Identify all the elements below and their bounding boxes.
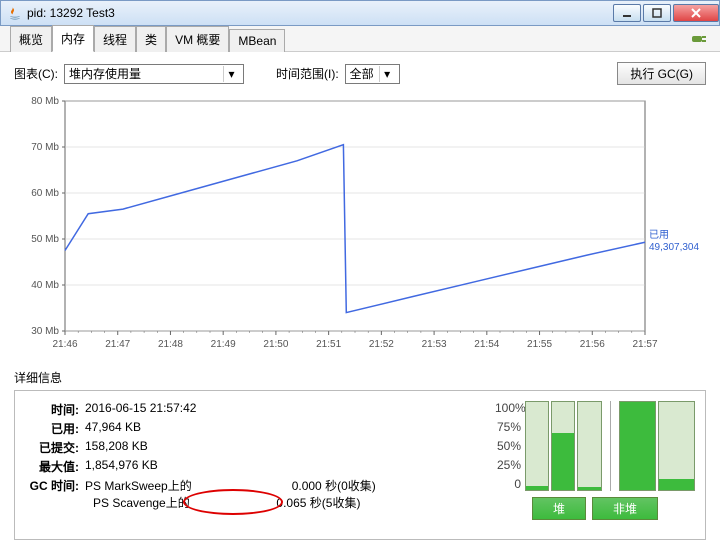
- gc-marksweep-name: PS MarkSweep上的: [85, 477, 192, 494]
- svg-text:21:48: 21:48: [158, 339, 183, 350]
- chevron-down-icon: ▾: [223, 66, 239, 82]
- svg-text:21:52: 21:52: [369, 339, 394, 350]
- time-combo-value: 全部: [350, 65, 374, 82]
- mini-bars: [525, 401, 695, 491]
- controls-row: 图表(C): 堆内存使用量 ▾ 时间范围(I): 全部 ▾ 执行 GC(G): [14, 62, 706, 85]
- time-label: 时间:: [25, 401, 85, 418]
- svg-text:80 Mb: 80 Mb: [31, 96, 59, 107]
- max-label: 最大值:: [25, 458, 85, 475]
- svg-text:21:46: 21:46: [52, 339, 77, 350]
- mini-bar[interactable]: [619, 401, 656, 491]
- mini-bar[interactable]: [551, 401, 575, 491]
- svg-text:21:47: 21:47: [105, 339, 130, 350]
- svg-text:21:57: 21:57: [632, 339, 657, 350]
- details-right: 100% 75% 50% 25% 0 堆 非堆: [495, 401, 695, 529]
- mini-y-tick: 75%: [495, 420, 521, 434]
- window-controls: [613, 4, 719, 22]
- plug-icon: [690, 32, 710, 46]
- svg-text:60 Mb: 60 Mb: [31, 188, 59, 199]
- time-value: 2016-06-15 21:57:42: [85, 401, 196, 418]
- gc-scavenge-value: 0.065 秒(5收集): [276, 496, 360, 510]
- max-value: 1,854,976 KB: [85, 458, 158, 475]
- tabs-bar: 概览 内存 线程 类 VM 概要 MBean: [0, 26, 720, 52]
- time-combo[interactable]: 全部 ▾: [345, 64, 400, 84]
- gc-scavenge-row: PS Scavenge上的 0.065 秒(5收集): [93, 494, 485, 511]
- svg-text:70 Mb: 70 Mb: [31, 142, 59, 153]
- mini-y-tick: 25%: [495, 458, 521, 472]
- time-label: 时间范围(I):: [276, 65, 339, 82]
- committed-label: 已提交:: [25, 439, 85, 456]
- mini-bar[interactable]: [525, 401, 549, 491]
- gc-label: GC 时间:: [25, 477, 85, 494]
- details-title: 详细信息: [14, 369, 706, 386]
- mini-bar[interactable]: [658, 401, 695, 491]
- mini-y-tick: 50%: [495, 439, 521, 453]
- gc-scavenge-name: PS Scavenge上的: [93, 496, 190, 510]
- committed-value: 158,208 KB: [85, 439, 148, 456]
- svg-text:50 Mb: 50 Mb: [31, 234, 59, 245]
- close-button[interactable]: [673, 4, 719, 22]
- svg-text:30 Mb: 30 Mb: [31, 326, 59, 337]
- chart-label: 图表(C):: [14, 65, 58, 82]
- gc-button[interactable]: 执行 GC(G): [617, 62, 706, 85]
- svg-text:21:53: 21:53: [422, 339, 447, 350]
- mini-legend: 堆 非堆: [495, 497, 695, 520]
- details-section: 详细信息 时间:2016-06-15 21:57:42 已用:47,964 KB…: [14, 369, 706, 540]
- mini-y-tick: 100%: [495, 401, 521, 415]
- titlebar: pid: 13292 Test3: [0, 0, 720, 26]
- memory-chart: 30 Mb 40 Mb 50 Mb 60 Mb 70 Mb 80 Mb 21:46 21:47…: [14, 93, 706, 361]
- tab-memory[interactable]: 内存: [52, 25, 94, 52]
- svg-text:21:55: 21:55: [527, 339, 552, 350]
- svg-text:已用: 已用: [649, 230, 669, 241]
- used-label: 已用:: [25, 420, 85, 437]
- tab-mbean[interactable]: MBean: [229, 29, 285, 52]
- mini-bar[interactable]: [577, 401, 601, 491]
- svg-text:21:51: 21:51: [316, 339, 341, 350]
- chart-combo[interactable]: 堆内存使用量 ▾: [64, 64, 244, 84]
- svg-text:21:49: 21:49: [211, 339, 236, 350]
- svg-text:49,307,304: 49,307,304: [649, 242, 699, 253]
- svg-text:21:50: 21:50: [263, 339, 288, 350]
- mini-chart: 100% 75% 50% 25% 0: [495, 401, 695, 491]
- tab-vm-summary[interactable]: VM 概要: [166, 26, 229, 52]
- nonheap-legend-button[interactable]: 非堆: [592, 497, 658, 520]
- java-icon: [7, 5, 23, 21]
- maximize-button[interactable]: [643, 4, 671, 22]
- tab-threads[interactable]: 线程: [94, 26, 136, 52]
- window-title: pid: 13292 Test3: [27, 6, 115, 20]
- used-value: 47,964 KB: [85, 420, 141, 437]
- tab-overview[interactable]: 概览: [10, 26, 52, 52]
- heap-legend-button[interactable]: 堆: [532, 497, 586, 520]
- minimize-button[interactable]: [613, 4, 641, 22]
- svg-text:40 Mb: 40 Mb: [31, 280, 59, 291]
- gc-marksweep-value: 0.000 秒(0收集): [292, 477, 376, 494]
- svg-text:21:56: 21:56: [580, 339, 605, 350]
- titlebar-left: pid: 13292 Test3: [7, 5, 115, 21]
- chart-combo-value: 堆内存使用量: [69, 65, 141, 82]
- details-left: 时间:2016-06-15 21:57:42 已用:47,964 KB 已提交:…: [25, 401, 485, 529]
- mini-y-tick: 0: [495, 477, 521, 491]
- chevron-down-icon: ▾: [379, 66, 395, 82]
- details-box: 时间:2016-06-15 21:57:42 已用:47,964 KB 已提交:…: [14, 390, 706, 540]
- mini-y-axis: 100% 75% 50% 25% 0: [495, 401, 525, 491]
- svg-text:21:54: 21:54: [474, 339, 499, 350]
- chart-container: 30 Mb 40 Mb 50 Mb 60 Mb 70 Mb 80 Mb 21:46 21:47…: [14, 93, 706, 361]
- content-area: 图表(C): 堆内存使用量 ▾ 时间范围(I): 全部 ▾ 执行 GC(G) 3…: [0, 52, 720, 554]
- tab-classes[interactable]: 类: [136, 26, 166, 52]
